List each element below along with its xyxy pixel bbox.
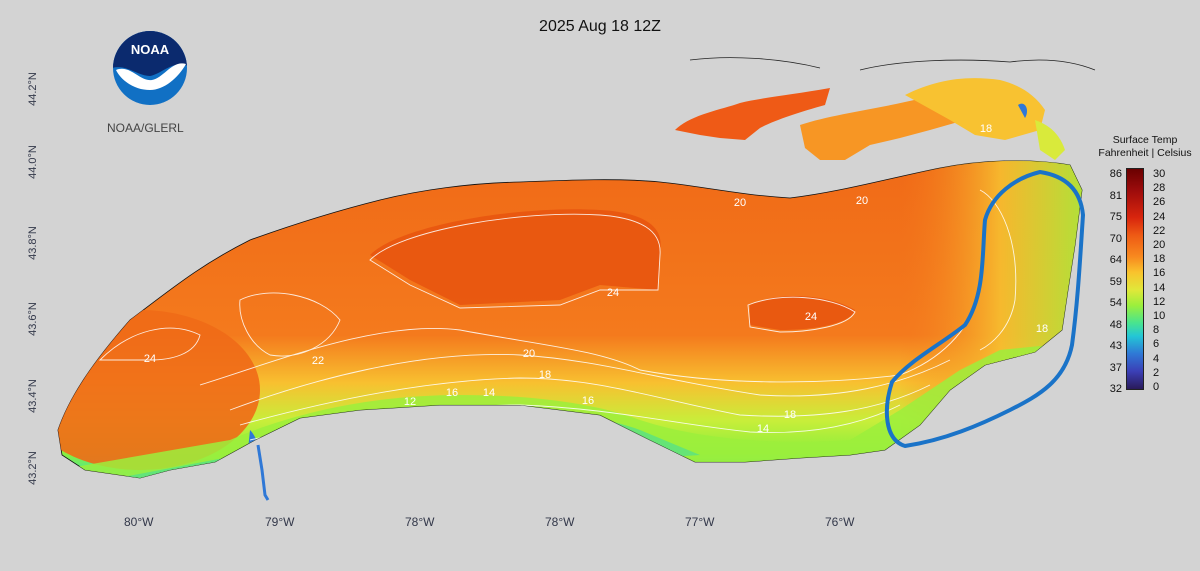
warm-core [370, 209, 661, 305]
logo-credit: NOAA/GLERL [107, 121, 184, 135]
lon-label: 78°W [405, 515, 435, 529]
logo-text: NOAA [131, 42, 170, 57]
contour-label: 20 [523, 348, 535, 360]
celsius-tick-label: 6 [1153, 338, 1160, 351]
contour-label: 24 [607, 287, 619, 299]
fahrenheit-tick-label: 32 [1109, 383, 1122, 395]
lon-label: 77°W [685, 515, 715, 529]
contour-label: 22 [312, 355, 324, 367]
island [1035, 120, 1065, 160]
island [905, 78, 1045, 140]
fahrenheit-tick-label: 59 [1109, 275, 1122, 288]
contour-label: 18 [980, 123, 992, 135]
celsius-tick-label: 8 [1153, 324, 1160, 337]
contour-label: 12 [404, 396, 416, 408]
lake-surface [57, 160, 1083, 479]
celsius-tick-label: 2 [1153, 366, 1160, 379]
contour-label: 14 [483, 387, 495, 399]
celsius-tick-label: 30 [1153, 168, 1166, 180]
fahrenheit-tick-label: 64 [1109, 254, 1122, 266]
celsius-tick-label: 10 [1153, 310, 1166, 322]
fahrenheit-tick-label: 54 [1109, 297, 1122, 309]
contour-label: 24 [144, 353, 156, 365]
celsius-tick-label: 12 [1153, 295, 1166, 308]
lon-label: 78°W [545, 515, 575, 529]
warm-core [750, 295, 855, 330]
contour-label: 20 [734, 197, 746, 209]
celsius-tick-label: 20 [1153, 239, 1166, 251]
legend-title-line1: Surface Temp [1112, 134, 1178, 146]
fahrenheit-tick-label: 81 [1109, 189, 1122, 202]
contour-label: 18 [1036, 323, 1048, 335]
lon-label: 79°W [265, 515, 295, 529]
fahrenheit-tick-label: 70 [1109, 232, 1122, 245]
celsius-tick-label: 0 [1153, 381, 1160, 393]
noaa-logo: NOAA [113, 31, 187, 105]
shoreline [689, 57, 1096, 71]
contour-label: 16 [446, 387, 458, 399]
fahrenheit-tick-label: 48 [1109, 318, 1122, 331]
contour-label: 18 [784, 409, 796, 421]
lon-label: 80°W [124, 515, 154, 529]
island [675, 88, 830, 140]
contour-label: 20 [856, 195, 868, 207]
lon-label: 76°W [825, 515, 855, 529]
celsius-tick-label: 26 [1153, 196, 1166, 209]
legend-title: Surface Temp Fahrenheit | Celsius [1090, 134, 1200, 160]
contour-label: 24 [805, 311, 817, 323]
fahrenheit-tick-label: 86 [1109, 168, 1122, 180]
fahrenheit-tick-label: 75 [1109, 211, 1122, 223]
fahrenheit-tick-label: 37 [1109, 361, 1122, 374]
contour-label: 14 [757, 423, 769, 435]
celsius-tick-label: 4 [1153, 352, 1160, 365]
map-title: 2025 Aug 18 12Z [539, 18, 661, 35]
celsius-tick-label: 22 [1153, 224, 1166, 237]
celsius-tick-label: 14 [1153, 281, 1166, 294]
celsius-tick-label: 24 [1153, 210, 1166, 223]
celsius-tick-label: 16 [1153, 267, 1166, 280]
celsius-tick-label: 28 [1153, 182, 1166, 195]
contour-label: 16 [582, 395, 594, 407]
highlight-outline [884, 169, 1086, 449]
colorbar [1126, 168, 1144, 390]
legend-title-line2: Fahrenheit | Celsius [1098, 147, 1192, 159]
celsius-tick-label: 18 [1153, 253, 1166, 266]
contour-label: 18 [539, 369, 551, 381]
fahrenheit-tick-label: 43 [1109, 340, 1122, 352]
